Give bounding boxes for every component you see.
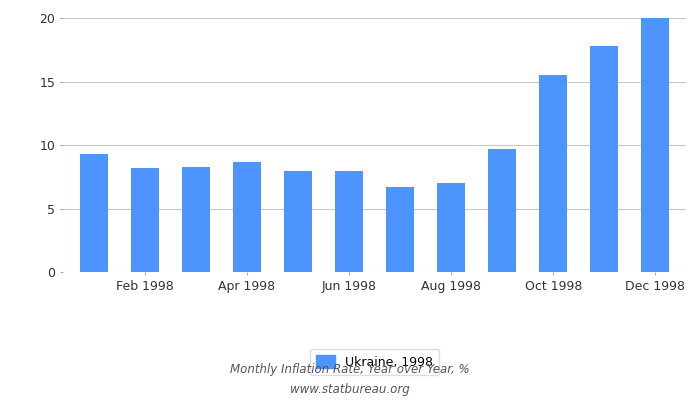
Bar (335, 170, 363, 272)
Legend: Ukraine, 1998: Ukraine, 1998 (310, 349, 439, 375)
Bar (488, 149, 516, 272)
Bar (233, 162, 261, 272)
Bar (131, 168, 159, 272)
Bar (539, 76, 567, 272)
Bar (284, 170, 312, 272)
Bar (641, 18, 669, 272)
Bar (80, 154, 108, 272)
Bar (590, 46, 618, 272)
Bar (437, 183, 465, 272)
Bar (386, 187, 414, 272)
Text: Monthly Inflation Rate, Year over Year, %: Monthly Inflation Rate, Year over Year, … (230, 364, 470, 376)
Text: www.statbureau.org: www.statbureau.org (290, 384, 410, 396)
Bar (182, 167, 210, 272)
